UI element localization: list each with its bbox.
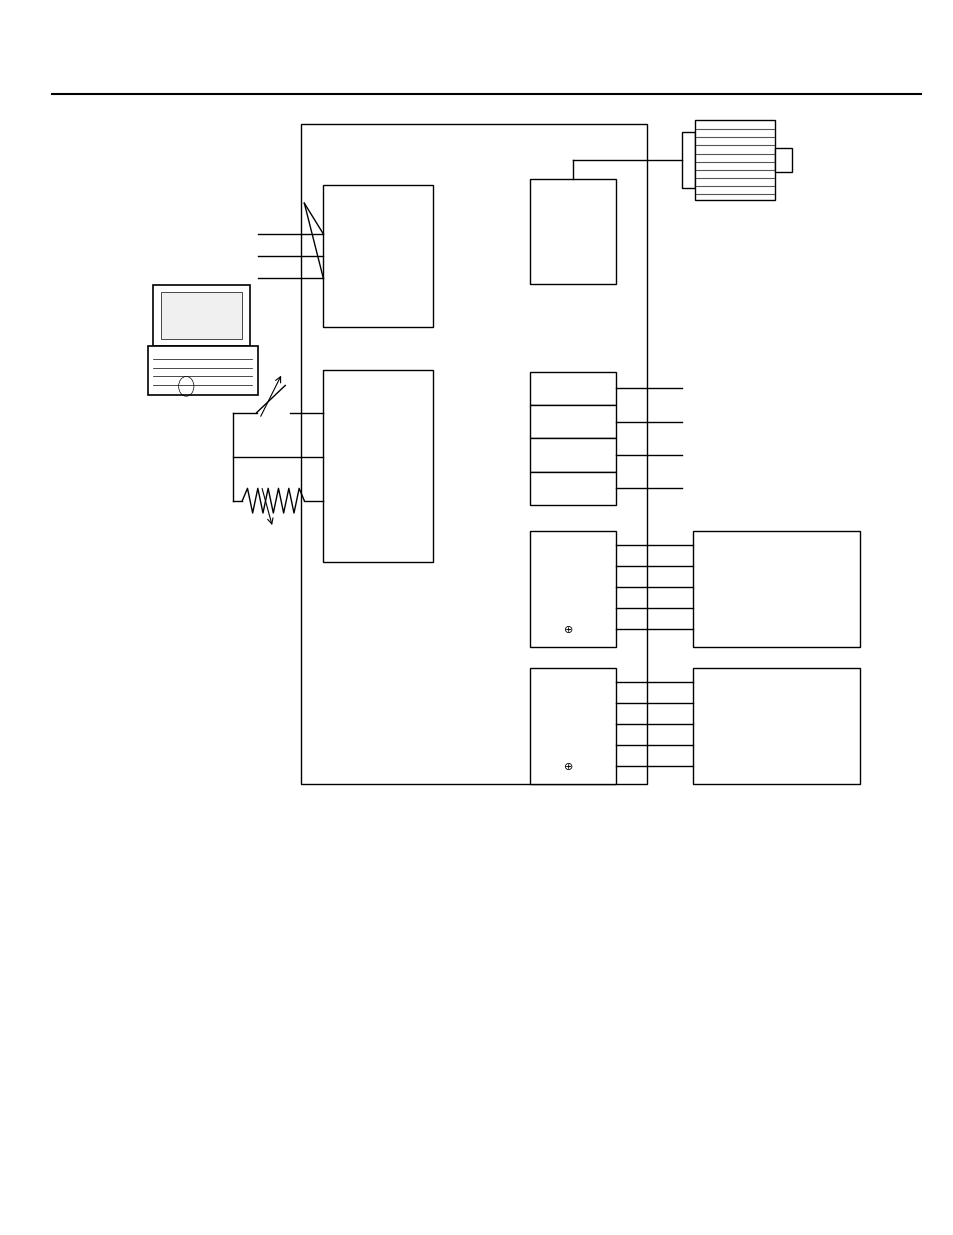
Bar: [695, 120, 775, 200]
Bar: [161, 291, 242, 338]
Bar: [692, 668, 859, 784]
Bar: [775, 148, 791, 172]
Bar: [148, 346, 257, 395]
Bar: [681, 132, 695, 188]
Bar: [530, 668, 616, 784]
Bar: [530, 179, 616, 284]
Bar: [153, 285, 250, 346]
Bar: [530, 472, 616, 505]
Bar: [530, 531, 616, 647]
Bar: [323, 185, 433, 327]
Bar: [692, 531, 859, 647]
Bar: [323, 370, 433, 562]
Bar: [301, 124, 646, 784]
Text: ⊕: ⊕: [564, 625, 573, 635]
Text: ⊕: ⊕: [564, 762, 573, 772]
Bar: [530, 438, 616, 472]
Bar: [530, 405, 616, 438]
Bar: [530, 372, 616, 405]
